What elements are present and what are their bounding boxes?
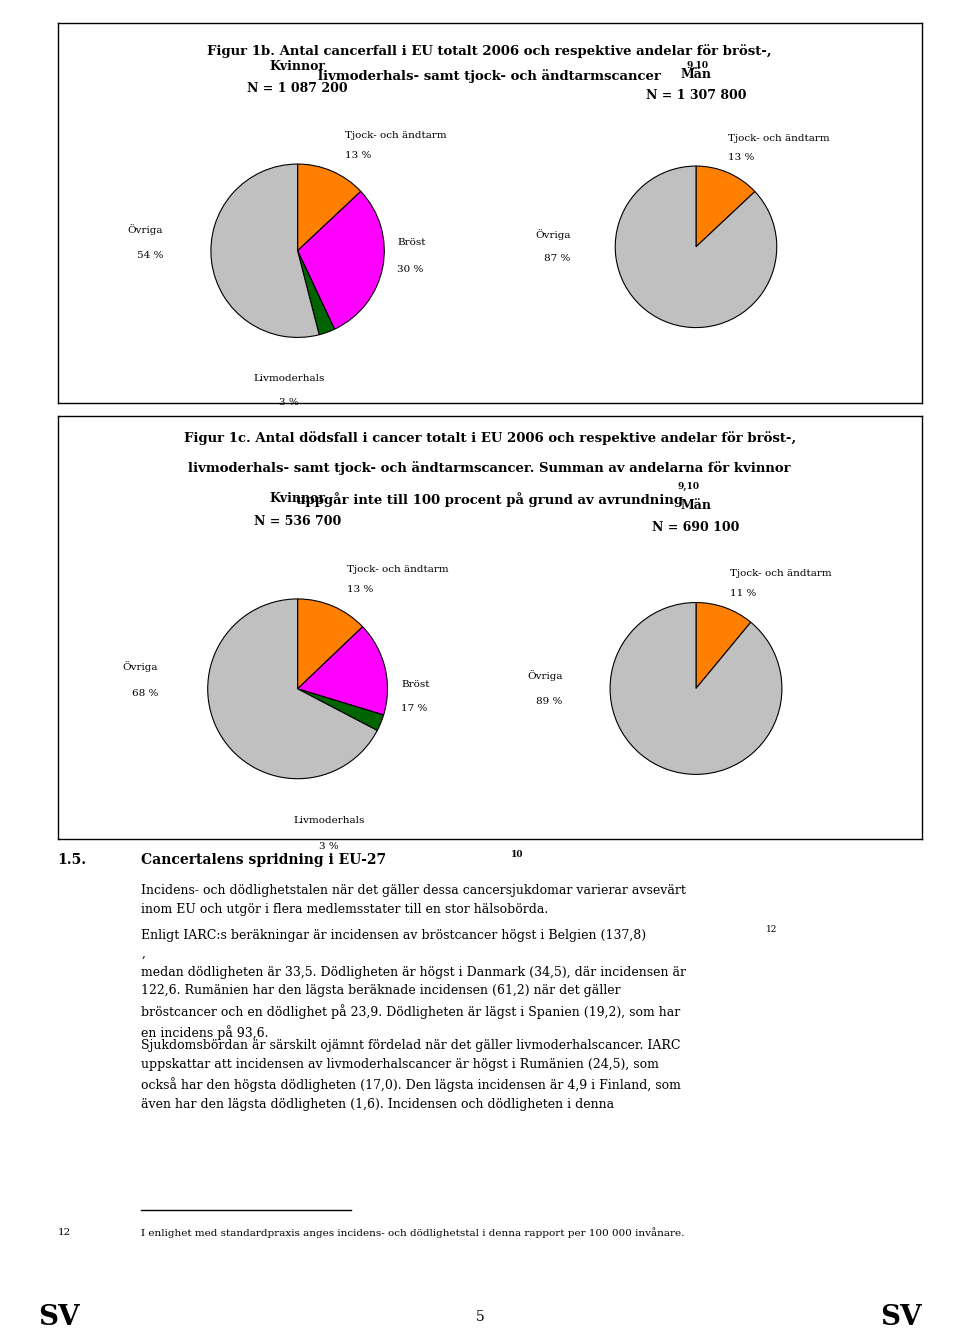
Wedge shape [298,689,384,731]
Text: Tjock- och ändtarm: Tjock- och ändtarm [729,134,830,144]
Wedge shape [696,603,751,689]
Wedge shape [298,627,388,714]
Text: I enlighet med standardpraxis anges incidens- och dödlighetstal i denna rapport : I enlighet med standardpraxis anges inci… [141,1228,684,1238]
Text: 10: 10 [511,850,524,860]
Text: SV: SV [38,1304,80,1331]
Text: N = 1 307 800: N = 1 307 800 [646,89,746,102]
Text: SV: SV [880,1304,922,1331]
Text: 9,10: 9,10 [686,60,708,70]
Wedge shape [298,192,384,329]
Text: Övriga: Övriga [128,223,163,235]
Wedge shape [615,167,777,328]
Text: 12: 12 [58,1228,71,1237]
Text: 68 %: 68 % [132,689,158,698]
Text: Män: Män [681,500,711,513]
Wedge shape [207,599,377,779]
Text: Övriga: Övriga [123,661,158,672]
Text: 13 %: 13 % [348,586,373,595]
Wedge shape [298,164,361,251]
Wedge shape [610,603,782,775]
Text: 1.5.: 1.5. [58,853,86,868]
Text: livmoderhals- samt tjock- och ändtarmscancer. Summan av andelarna för kvinnor: livmoderhals- samt tjock- och ändtarmsca… [188,461,791,474]
Text: N = 536 700: N = 536 700 [254,514,341,528]
Text: 54 %: 54 % [137,251,163,259]
Text: 87 %: 87 % [544,254,571,263]
Text: Tjock- och ändtarm: Tjock- och ändtarm [348,565,448,573]
Text: 13 %: 13 % [346,150,372,160]
Text: Sjukdomsbördan är särskilt ojämnt fördelad när det gäller livmoderhalscancer. IA: Sjukdomsbördan är särskilt ojämnt fördel… [141,1039,682,1111]
Text: Cancertalens spridning i EU-27: Cancertalens spridning i EU-27 [141,853,387,868]
Text: Övriga: Övriga [527,670,563,681]
Text: 3 %: 3 % [319,842,339,850]
Text: 12: 12 [766,925,778,933]
Text: Tjock- och ändtarm: Tjock- och ändtarm [346,130,447,140]
Text: Bröst: Bröst [401,680,429,689]
Text: Figur 1b. Antal cancerfall i EU totalt 2006 och respektive andelar för bröst-,: Figur 1b. Antal cancerfall i EU totalt 2… [207,44,772,58]
Text: Figur 1c. Antal dödsfall i cancer totalt i EU 2006 och respektive andelar för br: Figur 1c. Antal dödsfall i cancer totalt… [183,431,796,445]
Text: 17 %: 17 % [401,704,427,713]
Text: uppgår inte till 100 procent på grund av avrundning: uppgår inte till 100 procent på grund av… [296,493,684,508]
Text: ,
medan dödligheten är 33,5. Dödligheten är högst i Danmark (34,5), där incidens: , medan dödligheten är 33,5. Dödligheten… [141,947,686,1039]
Text: Övriga: Övriga [536,230,571,240]
Text: livmoderhals- samt tjock- och ändtarmscancer: livmoderhals- samt tjock- och ändtarmsca… [318,70,661,83]
Text: Tjock- och ändtarm: Tjock- och ändtarm [731,569,832,579]
Wedge shape [696,167,755,247]
Text: 13 %: 13 % [729,153,755,163]
Wedge shape [211,164,319,337]
Text: Incidens- och dödlighetstalen när det gäller dessa cancersjukdomar varierar avse: Incidens- och dödlighetstalen när det gä… [141,884,686,916]
Text: 9,10: 9,10 [678,482,700,492]
Wedge shape [298,599,363,689]
Text: Livmoderhals: Livmoderhals [253,373,324,383]
Text: 5: 5 [475,1311,485,1324]
Text: 89 %: 89 % [537,697,563,706]
Text: Kvinnor: Kvinnor [270,60,325,73]
Text: 11 %: 11 % [731,590,756,598]
Text: Enligt IARC:s beräkningar är incidensen av bröstcancer högst i Belgien (137,8): Enligt IARC:s beräkningar är incidensen … [141,928,646,941]
Text: 3 %: 3 % [279,398,299,407]
Text: 30 %: 30 % [397,266,423,274]
Text: Män: Män [681,68,711,82]
Wedge shape [298,251,334,334]
Text: Bröst: Bröst [397,238,426,247]
Text: Livmoderhals: Livmoderhals [294,817,365,826]
Text: Kvinnor: Kvinnor [270,492,325,505]
Text: N = 690 100: N = 690 100 [652,521,740,535]
Text: N = 1 087 200: N = 1 087 200 [248,82,348,95]
